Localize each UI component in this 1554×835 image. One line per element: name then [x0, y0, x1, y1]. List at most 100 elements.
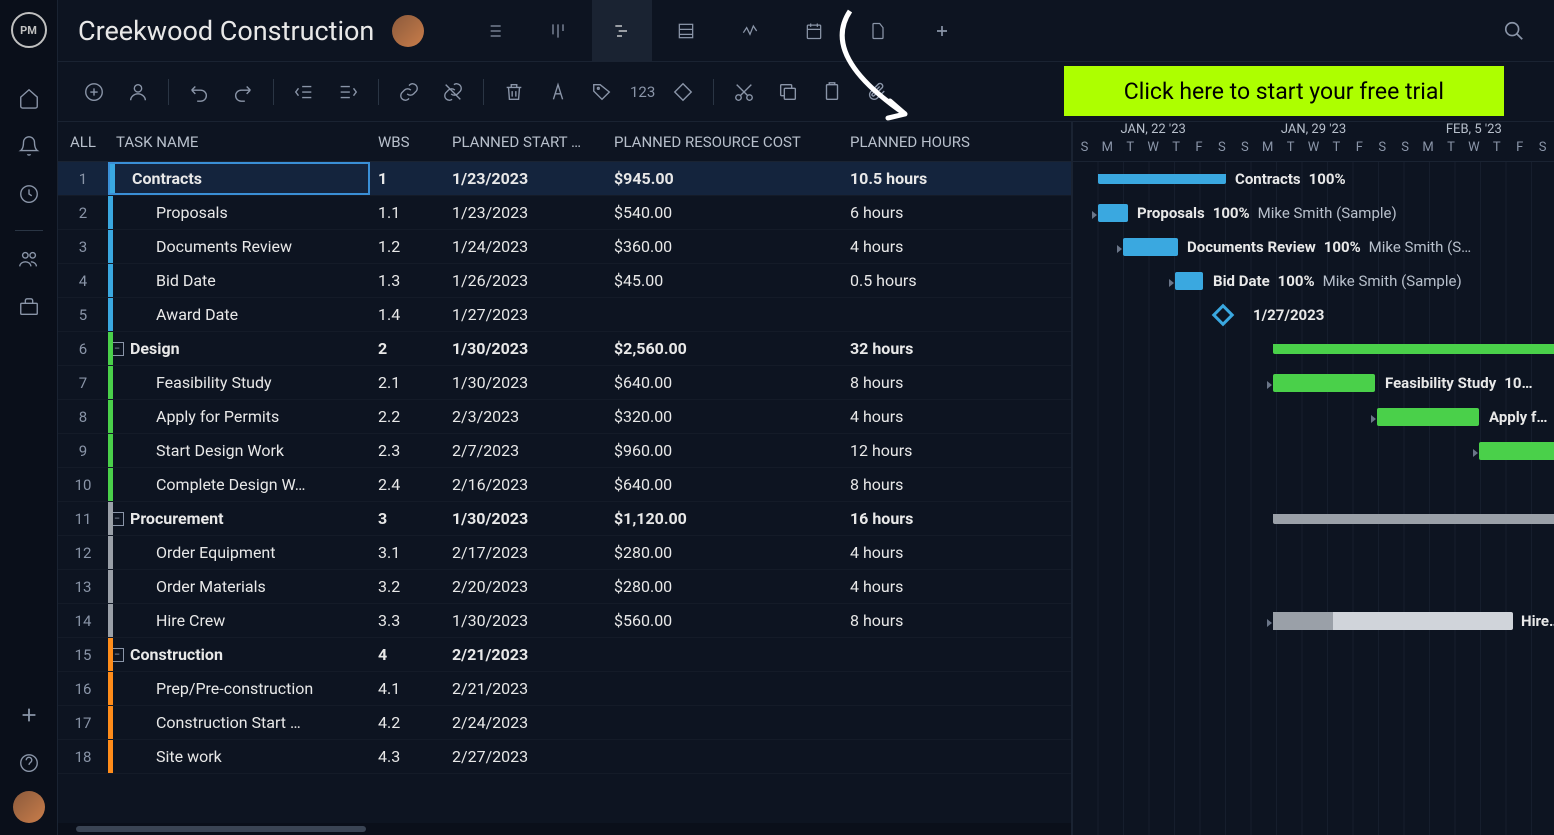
text-color-icon[interactable]	[542, 76, 574, 108]
briefcase-icon[interactable]	[9, 287, 49, 327]
col-cost[interactable]: PLANNED RESOURCE COST	[606, 133, 842, 151]
task-name-cell[interactable]: Apply for Permits	[108, 400, 370, 433]
logo[interactable]: PM	[11, 12, 47, 48]
gantt-bar[interactable]	[1273, 344, 1554, 354]
horizontal-scrollbar[interactable]	[58, 823, 1071, 835]
gantt-row: 1/27/2023	[1073, 298, 1554, 332]
bar-label: Hire…	[1521, 612, 1554, 630]
cost-cell: $540.00	[606, 203, 842, 222]
sheet-view-tab[interactable]	[656, 0, 716, 62]
home-icon[interactable]	[9, 78, 49, 118]
gantt-bar[interactable]	[1479, 442, 1554, 460]
table-row[interactable]: 2Proposals1.11/23/2023$540.006 hours	[58, 196, 1071, 230]
clock-icon[interactable]	[9, 174, 49, 214]
cut-icon[interactable]	[728, 76, 760, 108]
gantt-bar[interactable]	[1098, 204, 1128, 222]
wbs-cell: 2.2	[370, 407, 444, 426]
table-row[interactable]: 5Award Date1.41/27/2023	[58, 298, 1071, 332]
delete-icon[interactable]	[498, 76, 530, 108]
attach-icon[interactable]	[860, 76, 892, 108]
gantt-row: Documents Review100%Mike Smith (S…	[1073, 230, 1554, 264]
user-avatar[interactable]	[13, 791, 45, 823]
gantt-row	[1073, 434, 1554, 468]
day-label: W	[1142, 140, 1165, 161]
col-wbs[interactable]: WBS	[370, 133, 444, 151]
assign-icon[interactable]	[122, 76, 154, 108]
gantt-bar[interactable]	[1377, 408, 1479, 426]
table-row[interactable]: 15−Construction42/21/2023	[58, 638, 1071, 672]
calendar-view-tab[interactable]	[784, 0, 844, 62]
task-name-cell[interactable]: Bid Date	[108, 264, 370, 297]
task-name-cell[interactable]: Prep/Pre-construction	[108, 672, 370, 705]
milestone-icon[interactable]	[1212, 304, 1235, 327]
gantt-row: Hire…	[1073, 604, 1554, 638]
task-name-cell[interactable]: Feasibility Study	[108, 366, 370, 399]
add-view-tab[interactable]	[912, 0, 972, 62]
board-view-tab[interactable]	[528, 0, 588, 62]
list-view-tab[interactable]	[464, 0, 524, 62]
gantt-view-tab[interactable]	[592, 0, 652, 62]
workload-view-tab[interactable]	[720, 0, 780, 62]
task-name-cell[interactable]: −Design	[108, 332, 370, 365]
task-name-cell[interactable]: Site work	[108, 740, 370, 773]
undo-icon[interactable]	[183, 76, 215, 108]
gantt-bar[interactable]	[1098, 174, 1226, 184]
task-name-cell[interactable]: −Construction	[108, 638, 370, 671]
table-row[interactable]: 12Order Equipment3.12/17/2023$280.004 ho…	[58, 536, 1071, 570]
task-name-cell[interactable]: Order Equipment	[108, 536, 370, 569]
table-row[interactable]: 9Start Design Work2.32/7/2023$960.0012 h…	[58, 434, 1071, 468]
table-row[interactable]: 8Apply for Permits2.22/3/2023$320.004 ho…	[58, 400, 1071, 434]
table-row[interactable]: 16Prep/Pre-construction4.12/21/2023	[58, 672, 1071, 706]
col-start[interactable]: PLANNED START …	[444, 133, 606, 151]
add-icon[interactable]	[78, 76, 110, 108]
bell-icon[interactable]	[9, 126, 49, 166]
plus-icon[interactable]	[9, 695, 49, 735]
gantt-bar[interactable]	[1273, 612, 1513, 630]
task-name-cell[interactable]: Hire Crew	[108, 604, 370, 637]
cta-banner[interactable]: Click here to start your free trial	[1064, 66, 1504, 116]
gantt-bar[interactable]	[1123, 238, 1178, 256]
outdent-icon[interactable]	[288, 76, 320, 108]
table-row[interactable]: 3Documents Review1.21/24/2023$360.004 ho…	[58, 230, 1071, 264]
tag-icon[interactable]	[586, 76, 618, 108]
project-avatar[interactable]	[392, 15, 424, 47]
link-icon[interactable]	[393, 76, 425, 108]
redo-icon[interactable]	[227, 76, 259, 108]
gantt-bar[interactable]	[1175, 272, 1203, 290]
table-row[interactable]: 11−Procurement31/30/2023$1,120.0016 hour…	[58, 502, 1071, 536]
people-icon[interactable]	[9, 239, 49, 279]
wbs-cell: 2.3	[370, 441, 444, 460]
gantt-bar[interactable]	[1273, 514, 1554, 524]
table-row[interactable]: 7Feasibility Study2.11/30/2023$640.008 h…	[58, 366, 1071, 400]
help-icon[interactable]	[9, 743, 49, 783]
number-label[interactable]: 123	[630, 83, 655, 101]
table-row[interactable]: 13Order Materials3.22/20/2023$280.004 ho…	[58, 570, 1071, 604]
paste-icon[interactable]	[816, 76, 848, 108]
task-name-cell[interactable]: Order Materials	[108, 570, 370, 603]
copy-icon[interactable]	[772, 76, 804, 108]
task-name-cell[interactable]: Contracts	[108, 162, 370, 195]
task-name-cell[interactable]: Documents Review	[108, 230, 370, 263]
indent-icon[interactable]	[332, 76, 364, 108]
col-hours[interactable]: PLANNED HOURS	[842, 133, 1012, 151]
unlink-icon[interactable]	[437, 76, 469, 108]
table-row[interactable]: 1Contracts11/23/2023$945.0010.5 hours	[58, 162, 1071, 196]
search-icon[interactable]	[1494, 11, 1534, 51]
task-name-cell[interactable]: Construction Start …	[108, 706, 370, 739]
task-name-cell[interactable]: Complete Design W…	[108, 468, 370, 501]
table-row[interactable]: 4Bid Date1.31/26/2023$45.000.5 hours	[58, 264, 1071, 298]
table-row[interactable]: 17Construction Start …4.22/24/2023	[58, 706, 1071, 740]
col-name[interactable]: TASK NAME	[108, 133, 370, 151]
task-name-cell[interactable]: Proposals	[108, 196, 370, 229]
table-row[interactable]: 6−Design21/30/2023$2,560.0032 hours	[58, 332, 1071, 366]
table-row[interactable]: 14Hire Crew3.31/30/2023$560.008 hours	[58, 604, 1071, 638]
task-name-cell[interactable]: Start Design Work	[108, 434, 370, 467]
table-row[interactable]: 10Complete Design W…2.42/16/2023$640.008…	[58, 468, 1071, 502]
gantt-bar[interactable]	[1273, 374, 1375, 392]
table-row[interactable]: 18Site work4.32/27/2023	[58, 740, 1071, 774]
diamond-icon[interactable]	[667, 76, 699, 108]
task-name-cell[interactable]: Award Date	[108, 298, 370, 331]
task-name-cell[interactable]: −Procurement	[108, 502, 370, 535]
file-view-tab[interactable]	[848, 0, 908, 62]
col-all[interactable]: ALL	[58, 133, 108, 151]
